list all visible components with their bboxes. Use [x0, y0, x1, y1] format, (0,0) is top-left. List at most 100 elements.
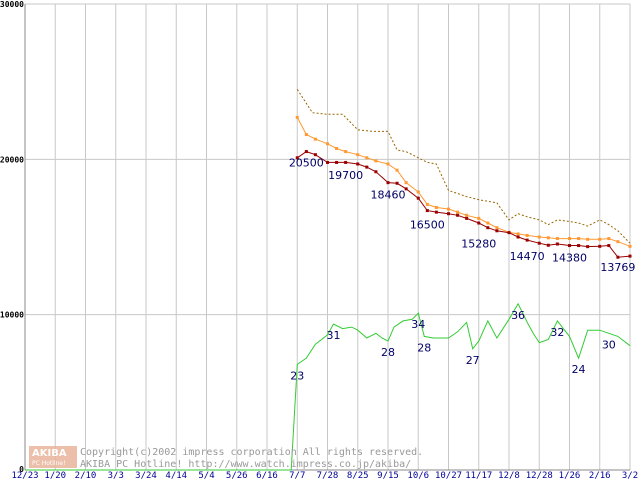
series-marker-1	[537, 235, 541, 239]
series-marker-2	[456, 213, 460, 217]
data-label: 14380	[552, 252, 587, 265]
series-marker-2	[537, 241, 541, 245]
x-tick-label: 10/6	[407, 471, 429, 480]
data-label: 28	[381, 346, 395, 359]
series-marker-2	[516, 235, 520, 239]
data-label: 14470	[510, 250, 545, 263]
data-label: 34	[411, 318, 425, 331]
series-marker-1	[616, 240, 620, 244]
series-layer	[25, 89, 632, 471]
series-marker-1	[525, 233, 529, 237]
x-tick-label: 4/14	[165, 471, 187, 480]
series-marker-1	[425, 202, 429, 206]
series-marker-2	[326, 160, 329, 164]
series-marker-2	[477, 221, 481, 225]
x-tick-label: 2/10	[75, 471, 97, 480]
x-tick-label: 3/3	[108, 471, 124, 480]
watermark: AKIBA PC Hotline! Copyright(c)2002 impre…	[29, 446, 423, 470]
series-marker-1	[546, 236, 550, 240]
y-tick-label: 10000	[0, 311, 24, 320]
series-marker-2	[295, 156, 299, 160]
series-marker-1	[586, 237, 590, 241]
x-tick-label: 7/28	[317, 471, 339, 480]
series-marker-2	[313, 153, 317, 157]
series-marker-2	[374, 170, 378, 174]
data-label: 15280	[461, 238, 496, 251]
x-tick-label: 10/27	[435, 471, 462, 480]
series-marker-2	[555, 242, 559, 246]
series-marker-1	[447, 207, 450, 211]
x-tick-label: 5/26	[226, 471, 248, 480]
series-marker-2	[568, 244, 571, 248]
data-label: 19700	[328, 169, 363, 182]
x-tick-label: 1/26	[559, 471, 581, 480]
series-marker-2	[434, 210, 438, 214]
copyright-text: Copyright(c)2002 impress corporation All…	[80, 447, 423, 458]
series-marker-1	[304, 132, 308, 136]
series-marker-2	[304, 150, 308, 154]
series-marker-1	[386, 162, 390, 166]
data-label: 32	[550, 326, 564, 339]
x-tick-label: 12/8	[498, 471, 520, 480]
series-marker-2	[447, 212, 450, 216]
series-marker-2	[577, 244, 581, 248]
series-marker-1	[516, 232, 520, 236]
data-label: 23	[290, 369, 304, 382]
series-marker-1	[495, 226, 499, 230]
series-line-3	[25, 302, 631, 471]
series-marker-2	[616, 255, 620, 259]
x-tick-label: 7/7	[289, 471, 305, 480]
series-marker-1	[465, 213, 469, 217]
y-tick-label: 0	[19, 465, 24, 474]
series-marker-2	[546, 243, 550, 247]
akiba-logo: AKIBA PC Hotline!	[29, 446, 77, 468]
series-marker-1	[628, 244, 632, 248]
series-marker-2	[495, 229, 499, 233]
site-url-text: AKIBA PC Hotline! http://www.watch.impre…	[80, 459, 411, 470]
x-tick-label: 8/25	[347, 471, 369, 480]
series-marker-1	[326, 142, 329, 146]
series-marker-1	[456, 210, 460, 214]
series-marker-2	[395, 181, 399, 185]
series-marker-2	[598, 244, 602, 248]
x-tick-label: 6/16	[256, 471, 278, 480]
series-line-2	[297, 151, 631, 258]
data-label: 18460	[371, 188, 406, 201]
data-label: 24	[572, 363, 586, 376]
series-marker-1	[555, 237, 559, 241]
series-marker-1	[365, 156, 369, 160]
series-marker-1	[598, 237, 602, 241]
logo-text: AKIBA	[32, 448, 67, 459]
data-label: 20500	[289, 157, 324, 170]
series-marker-2	[425, 209, 429, 213]
series-marker-1	[607, 237, 611, 241]
series-marker-2	[386, 181, 390, 185]
x-tick-label: 3/24	[135, 471, 157, 480]
series-marker-2	[365, 165, 369, 169]
x-tick-label: 2/16	[589, 471, 611, 480]
data-label-layer: 20500 19700 18460 16500 15280 14470 14380 13769…	[289, 157, 636, 383]
series-marker-1	[404, 181, 408, 185]
series-marker-1	[434, 205, 438, 209]
series-marker-1	[577, 237, 581, 241]
series-marker-1	[568, 237, 571, 241]
x-tick-label: 11/17	[465, 471, 492, 480]
series-marker-1	[295, 115, 299, 119]
series-marker-1	[374, 159, 378, 163]
data-label: 31	[327, 329, 341, 342]
series-marker-2	[465, 216, 469, 220]
x-tick-label: 1/20	[44, 471, 66, 480]
series-line-1	[296, 117, 631, 247]
data-label: 16500	[410, 219, 445, 232]
x-tick-label: 3/2	[622, 471, 638, 480]
series-marker-2	[628, 254, 632, 258]
series-marker-1	[416, 190, 420, 194]
series-marker-1	[477, 216, 481, 220]
data-label: 36	[511, 309, 525, 322]
x-tick-label: 5/4	[198, 471, 214, 480]
series-marker-1	[335, 146, 339, 150]
y-tick-label: 20000	[0, 155, 24, 164]
